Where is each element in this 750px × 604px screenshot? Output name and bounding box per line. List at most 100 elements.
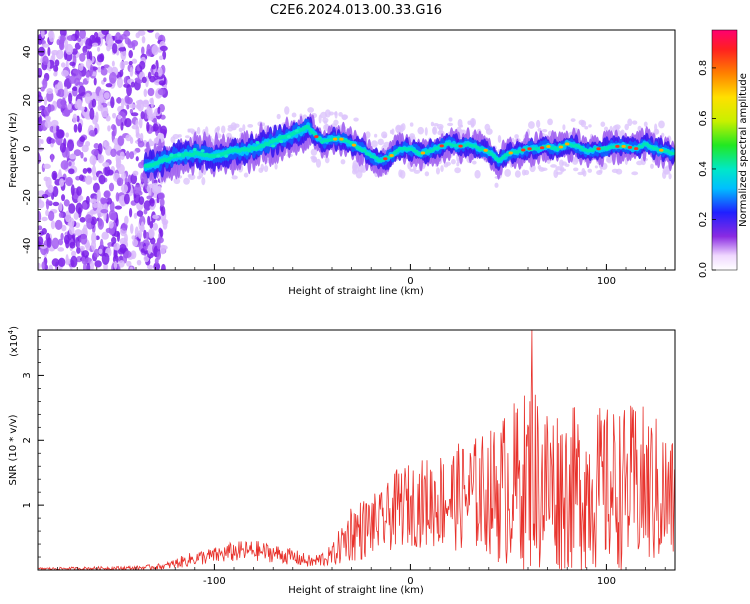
spectrogram-haze-cell — [553, 169, 559, 178]
spectrogram-ridge-cell — [414, 149, 419, 154]
spectrogram-y-tick-label: 0 — [22, 146, 33, 152]
spectrogram-noise-cell — [91, 232, 97, 244]
spectrogram-noise-cell — [72, 113, 78, 123]
snr-x-tick-label: 0 — [407, 576, 413, 587]
spectrogram-image — [38, 30, 675, 270]
spectrogram-noise-cell — [76, 186, 82, 196]
spectrogram-noise-cell — [159, 244, 166, 255]
spectrogram-noise-cell — [131, 235, 136, 240]
spectrogram-ridge-cell — [224, 154, 229, 158]
spectrogram-haze-cell — [588, 124, 592, 128]
spectrogram-y-ticks: -40 -20 0 20 40 — [22, 39, 44, 271]
spectrogram-y-tick-label: -40 — [22, 238, 33, 254]
spectrogram-haze-cell — [170, 136, 176, 144]
spectrogram-haze-cell — [445, 161, 451, 166]
spectrogram-haze-cell — [311, 156, 318, 163]
spectrogram-noise-cell — [110, 148, 117, 158]
spectrogram-ridge-cell — [374, 156, 379, 160]
spectrogram-noise-cell — [57, 88, 65, 98]
spectrogram-noise-cell — [94, 260, 102, 268]
spectrogram-ridge-cell — [362, 148, 367, 153]
spectrogram-noise-cell — [145, 48, 153, 57]
spectrogram-noise-cell — [153, 262, 161, 270]
spectrogram-noise-cell — [70, 255, 78, 268]
spectrogram-noise-cell — [132, 42, 136, 51]
spectrogram-x-tick-label: 100 — [597, 276, 616, 287]
spectrogram-noise-cell — [45, 200, 53, 205]
spectrogram-noise-cell — [93, 77, 97, 86]
spectrogram-haze-cell — [643, 121, 648, 127]
spectrogram-noise-cell — [38, 67, 43, 78]
spectrogram-noise-cell — [143, 208, 148, 215]
spectrogram-haze-cell — [307, 107, 315, 113]
spectrogram-haze-cell — [494, 182, 499, 188]
spectrogram-peak-cell — [565, 142, 570, 146]
spectrogram-noise-cell — [121, 98, 125, 110]
spectrogram-haze-cell — [547, 118, 553, 126]
spectrogram-haze-cell — [457, 118, 463, 128]
spectrogram-haze-cell — [196, 126, 201, 135]
spectrogram-noise-cell — [76, 241, 81, 249]
spectrogram-haze-cell — [662, 166, 670, 175]
spectrogram-ridge-cell — [286, 135, 291, 139]
spectrogram-haze-cell — [409, 168, 415, 172]
spectrogram-noise-cell — [105, 227, 113, 234]
spectrogram-noise-cell — [89, 129, 96, 137]
spectrogram-noise-cell — [157, 66, 163, 77]
spectrogram-noise-cell — [147, 71, 152, 80]
figure-title: C2E6.2024.013.00.33.G16 — [270, 3, 442, 18]
spectrogram-haze-cell — [152, 182, 159, 187]
spectrogram-noise-cell — [82, 168, 88, 174]
spectrogram-haze-cell — [432, 127, 436, 135]
spectrogram-x-ticks: -100 0 100 — [57, 264, 666, 287]
spectrogram-noise-cell — [91, 42, 99, 47]
spectrogram-haze-cell — [185, 135, 190, 139]
spectrogram-noise-cell — [156, 239, 161, 250]
spectrogram-noise-cell — [58, 257, 66, 268]
spectrogram-noise-cell — [42, 77, 48, 89]
spectrogram-noise-cell — [152, 123, 159, 132]
spectrogram-haze-cell — [474, 170, 481, 179]
spectrogram-noise-cell — [143, 229, 147, 240]
spectrogram-haze-cell — [514, 134, 519, 139]
spectrogram-ridge-cell — [578, 145, 584, 150]
spectrogram-haze-cell — [448, 117, 453, 122]
spectrogram-noise-cell — [86, 50, 91, 61]
spectrogram-haze-cell — [528, 121, 535, 129]
spectrogram-noise-cell — [126, 97, 133, 105]
spectrogram-haze-cell — [227, 126, 234, 132]
spectrogram-noise-cell — [65, 254, 69, 266]
spectrogram-haze-cell — [284, 106, 290, 115]
spectrogram-peak-cell — [389, 153, 394, 157]
spectrogram-noise-cell — [130, 250, 137, 260]
spectrogram-noise-cell — [111, 236, 117, 244]
spectrogram-noise-cell — [44, 120, 52, 129]
spectrogram-noise-cell — [159, 198, 165, 207]
spectrogram-haze-cell — [430, 121, 435, 127]
spectrogram-haze-cell — [584, 126, 589, 130]
spectrogram-haze-cell — [238, 127, 243, 133]
spectrogram-noise-cell — [58, 202, 63, 212]
spectrogram-haze-cell — [338, 112, 343, 117]
spectrogram-peak-cell — [521, 148, 526, 152]
spectrogram-noise-cell — [92, 202, 99, 208]
spectrogram-noise-cell — [38, 196, 42, 205]
spectrogram-noise-cell — [45, 209, 49, 216]
spectrogram-noise-cell — [38, 114, 43, 126]
spectrogram-haze-cell — [521, 169, 527, 176]
colorbar-tick-label: 0.6 — [698, 110, 709, 126]
spectrogram-noise-cell — [140, 111, 145, 120]
spectrogram-haze-cell — [370, 140, 378, 148]
snr-series-line — [38, 330, 675, 570]
spectrogram-haze-cell — [606, 158, 610, 163]
spectrogram-noise-cell — [95, 36, 101, 43]
spectrogram-noise-cell — [141, 46, 145, 55]
spectrogram-noise-cell — [101, 30, 109, 36]
spectrogram-noise-cell — [68, 203, 76, 214]
spectrogram-noise-cell — [57, 247, 65, 252]
spectrogram-haze-cell — [668, 173, 672, 180]
spectrogram-peak-cell — [339, 137, 344, 141]
spectrogram-haze-cell — [340, 159, 346, 165]
spectrogram-noise-cell — [38, 231, 45, 236]
